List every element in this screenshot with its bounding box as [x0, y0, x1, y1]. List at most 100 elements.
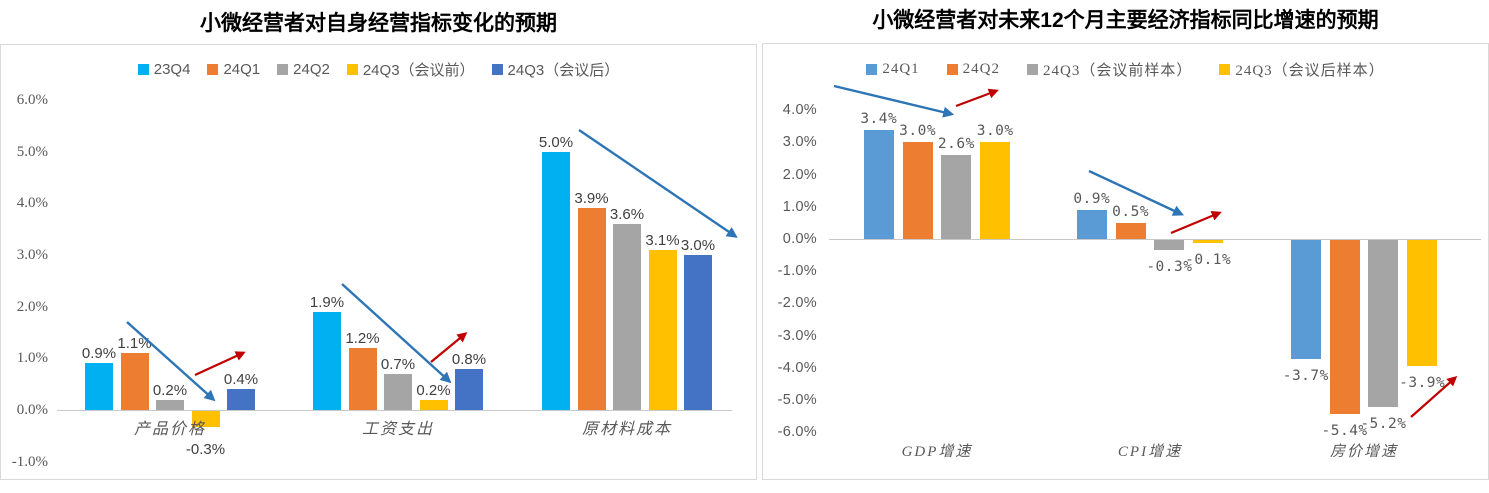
left-chart-title: 小微经营者对自身经营指标变化的预期	[200, 12, 557, 35]
y-axis-tick-label: 6.0%	[16, 91, 48, 108]
bar	[120, 353, 149, 410]
legend-swatch	[277, 63, 289, 75]
y-axis-tick-label: 0.0%	[782, 231, 817, 247]
right-chart-title: 小微经营者对未来12个月主要经济指标同比增速的预期	[872, 9, 1379, 32]
x-axis-category-label: 工资支出	[361, 421, 434, 438]
bar	[1368, 240, 1399, 408]
x-axis-category-label: 房价增速	[1329, 444, 1398, 460]
y-axis-tick-label: -3.0%	[777, 327, 817, 344]
data-label: 0.2%	[152, 381, 188, 399]
legend-swatch	[346, 63, 358, 75]
data-label: 0.5%	[1112, 203, 1150, 220]
y-axis-tick-label: 1.0%	[16, 350, 48, 367]
y-axis-tick-label: 3.0%	[16, 246, 48, 263]
legend-item: 24Q3（会议前）	[346, 59, 475, 80]
y-axis-tick-label: 1.0%	[782, 198, 817, 215]
x-axis-category-label: GDP增速	[901, 444, 973, 460]
chart-legend: 24Q1 24Q2 24Q3（会议前样本） 24Q3（会议后样本）	[762, 59, 1489, 80]
bar	[227, 389, 255, 410]
legend-label: 24Q2	[962, 60, 1000, 77]
legend-swatch	[137, 63, 149, 75]
legend-label: 24Q2	[293, 60, 330, 78]
bar	[941, 155, 972, 239]
y-axis-tick-label: -5.0%	[777, 392, 817, 408]
bar	[1115, 222, 1146, 239]
y-axis-tick-label: 5.0%	[16, 143, 48, 160]
bar	[902, 142, 933, 239]
data-label: -0.1%	[1185, 252, 1232, 269]
data-label: 3.0%	[680, 236, 716, 254]
data-label: -5.2%	[1360, 416, 1407, 433]
y-axis-tick-label: 4.0%	[16, 195, 48, 212]
bar	[1407, 240, 1438, 366]
bar	[613, 223, 641, 410]
y-axis-tick-label: -2.0%	[777, 295, 817, 312]
data-label: -3.7%	[1282, 368, 1329, 385]
data-label: 0.8%	[451, 350, 487, 368]
data-label: -0.3%	[185, 440, 226, 458]
data-label: 3.0%	[899, 123, 937, 140]
legend-label: 24Q3（会议前）	[362, 61, 475, 79]
data-label: -0.3%	[1146, 258, 1193, 275]
legend-swatch	[866, 63, 878, 75]
data-label: 0.2%	[416, 381, 451, 399]
bar	[577, 208, 606, 410]
data-label: 2.6%	[937, 136, 975, 153]
legend-swatch	[946, 63, 958, 75]
legend-item: 23Q4	[137, 60, 191, 78]
y-axis-tick-label: 0.0%	[16, 402, 48, 418]
x-axis-line	[57, 410, 732, 411]
legend-label: 23Q4	[153, 60, 191, 78]
x-axis-category-label: CPI增速	[1117, 444, 1183, 460]
bar	[542, 151, 570, 410]
legend-item: 24Q2	[946, 60, 1000, 78]
bar	[1290, 240, 1321, 360]
data-label: 5.0%	[538, 133, 574, 151]
bar	[648, 249, 677, 410]
data-label: 1.1%	[117, 335, 152, 353]
bar	[419, 399, 448, 410]
legend-item: 24Q3（会议后样本）	[1219, 59, 1384, 80]
legend-label: 24Q3（会议后）	[507, 61, 620, 79]
legend-item: 24Q3（会议后）	[491, 59, 620, 80]
y-axis-tick-label: -1.0%	[777, 263, 817, 280]
data-label: -3.9%	[1399, 374, 1446, 391]
bar	[191, 411, 220, 427]
y-axis-tick-label: -6.0%	[777, 424, 817, 441]
bar	[980, 142, 1011, 239]
x-axis-category-label: 产品价格	[133, 421, 206, 438]
chart-legend: 23Q4 24Q1 24Q2 24Q3（会议前） 24Q3（会议后）	[0, 59, 757, 80]
data-label: 1.2%	[345, 329, 380, 347]
data-label: 0.4%	[223, 371, 259, 389]
y-axis-tick-label: 3.0%	[782, 134, 817, 151]
legend-label: 24Q3（会议前样本）	[1043, 62, 1193, 79]
bar	[684, 254, 712, 410]
bar	[313, 311, 341, 410]
bar	[1329, 240, 1360, 414]
y-axis-tick-label: -4.0%	[777, 359, 817, 376]
x-axis-line	[829, 239, 1481, 240]
y-axis-tick-label: 4.0%	[782, 102, 817, 119]
legend-item: 24Q1	[866, 61, 919, 78]
legend-swatch	[491, 63, 503, 75]
bar	[455, 368, 483, 410]
legend-label: 24Q1	[223, 60, 261, 78]
legend-swatch	[1219, 63, 1231, 75]
legend-swatch	[207, 63, 219, 75]
bar	[1154, 240, 1185, 250]
data-label: 3.6%	[609, 205, 645, 223]
y-axis-tick-label: 2.0%	[782, 166, 817, 183]
data-label: 3.9%	[574, 190, 609, 208]
data-label: 0.7%	[380, 355, 416, 373]
bar	[156, 399, 184, 410]
legend-label: 24Q3（会议后样本）	[1235, 62, 1385, 79]
legend-swatch	[1027, 63, 1038, 75]
bar	[863, 129, 894, 239]
legend-label: 24Q1	[882, 60, 920, 77]
legend-item: 24Q1	[207, 61, 260, 78]
legend-item: 24Q3（会议前样本）	[1027, 59, 1192, 80]
y-axis-tick-label: 2.0%	[16, 298, 48, 315]
data-label: 0.9%	[81, 345, 117, 363]
